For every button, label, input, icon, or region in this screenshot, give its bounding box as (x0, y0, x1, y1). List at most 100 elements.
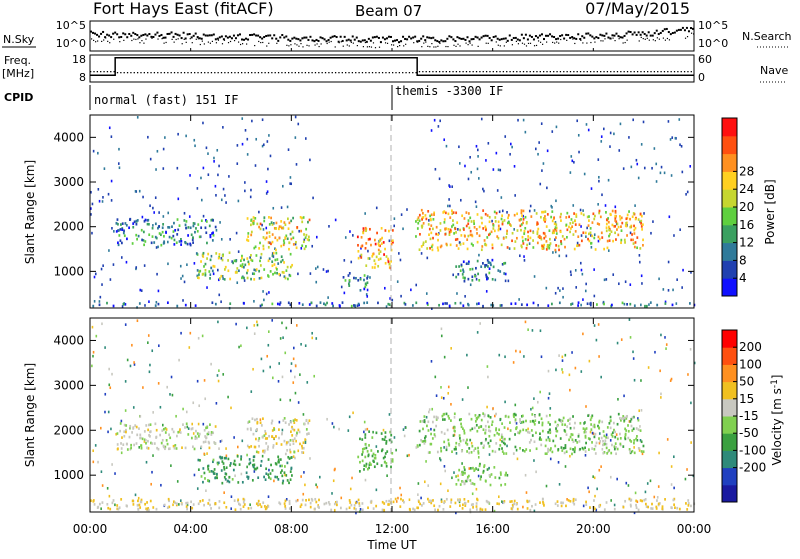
echo-cell (529, 229, 532, 233)
echo-cell (687, 504, 690, 507)
scatter-cell (249, 256, 251, 259)
noise-point (100, 32, 103, 35)
scatter-cell (369, 276, 371, 279)
echo-cell (605, 436, 608, 439)
echo-cell (247, 232, 250, 235)
echo-cell (454, 227, 457, 231)
echo-cell (582, 427, 585, 430)
echo-cell (388, 229, 390, 233)
scatter-cell (309, 158, 311, 162)
echo-cell (514, 302, 517, 305)
echo-cell (210, 433, 213, 436)
echo-cell (283, 221, 286, 224)
echo-cell (324, 303, 327, 307)
scatter-cell (212, 272, 215, 276)
echo-cell (247, 475, 250, 479)
echo-cell (598, 209, 601, 213)
echo-cell (619, 215, 621, 218)
echo-cell (482, 412, 485, 415)
scatter-cell (328, 225, 330, 228)
scatter-cell (197, 422, 200, 426)
echo-cell (568, 215, 571, 219)
noise-point (669, 33, 672, 36)
echo-cell (449, 228, 452, 232)
echo-cell (408, 507, 411, 511)
nave-point (378, 72, 380, 74)
echo-cell (416, 506, 419, 510)
noise-point (341, 39, 344, 42)
echo-cell (616, 228, 618, 231)
echo-cell (447, 227, 450, 231)
echo-cell (367, 506, 369, 510)
noise-point (265, 34, 268, 37)
echo-cell (107, 506, 110, 510)
echo-cell (467, 262, 470, 266)
echo-cell (426, 301, 429, 305)
echo-cell (384, 460, 386, 464)
scatter-cell (110, 179, 113, 183)
echo-cell (552, 439, 555, 443)
echo-cell (292, 419, 295, 422)
scatter-cell (508, 247, 511, 250)
echo-cell (640, 222, 642, 225)
colorbar-segment (722, 381, 737, 400)
echo-cell (445, 242, 448, 246)
echo-cell (381, 236, 384, 240)
scatter-cell (558, 483, 561, 486)
echo-cell (365, 242, 368, 245)
echo-cell (513, 412, 516, 416)
echo-cell (234, 508, 237, 511)
echo-cell (509, 429, 512, 432)
echo-cell (232, 462, 235, 466)
scatter-cell (613, 132, 615, 136)
noise-point (545, 34, 548, 37)
echo-cell (391, 240, 394, 244)
echo-cell (495, 442, 498, 445)
scatter-cell (685, 192, 687, 196)
scatter-cell (580, 370, 583, 373)
echo-cell (513, 502, 516, 506)
echo-cell (193, 447, 196, 451)
echo-cell (594, 214, 596, 218)
scatter-cell (158, 344, 160, 348)
echo-cell (301, 216, 303, 220)
echo-cell (610, 451, 613, 455)
scatter-cell (396, 280, 399, 283)
scatter-cell (587, 486, 589, 490)
echo-cell (545, 452, 548, 456)
echo-cell (252, 465, 255, 468)
echo-cell (444, 302, 447, 305)
echo-cell (386, 450, 389, 453)
echo-cell (284, 499, 287, 503)
echo-cell (297, 428, 300, 432)
scatter-cell (289, 176, 292, 179)
noise-point (202, 33, 205, 36)
echo-cell (548, 413, 551, 417)
echo-cell (295, 419, 298, 422)
echo-cell (560, 501, 563, 505)
echo-cell (265, 472, 268, 476)
scatter-cell (522, 505, 524, 509)
nave-point (385, 72, 387, 74)
scatter-cell (629, 231, 632, 235)
echo-cell (191, 445, 194, 449)
scatter-cell (593, 324, 596, 327)
scatter-cell (660, 392, 662, 396)
noise-point (232, 34, 235, 37)
echo-cell (540, 236, 542, 239)
colorbar-segment (722, 135, 737, 155)
scatter-cell (129, 426, 131, 430)
echo-cell (442, 211, 445, 214)
scatter-cell (588, 359, 591, 363)
noise-point (685, 26, 688, 29)
echo-cell (614, 231, 616, 235)
noise-point (385, 37, 388, 40)
echo-cell (584, 428, 586, 431)
scatter-cell (268, 291, 270, 294)
noise-search-point (352, 42, 354, 44)
echo-cell (364, 282, 367, 286)
nave-point (449, 71, 451, 73)
echo-cell (572, 497, 575, 501)
echo-cell (203, 265, 205, 268)
scatter-cell (564, 353, 567, 357)
